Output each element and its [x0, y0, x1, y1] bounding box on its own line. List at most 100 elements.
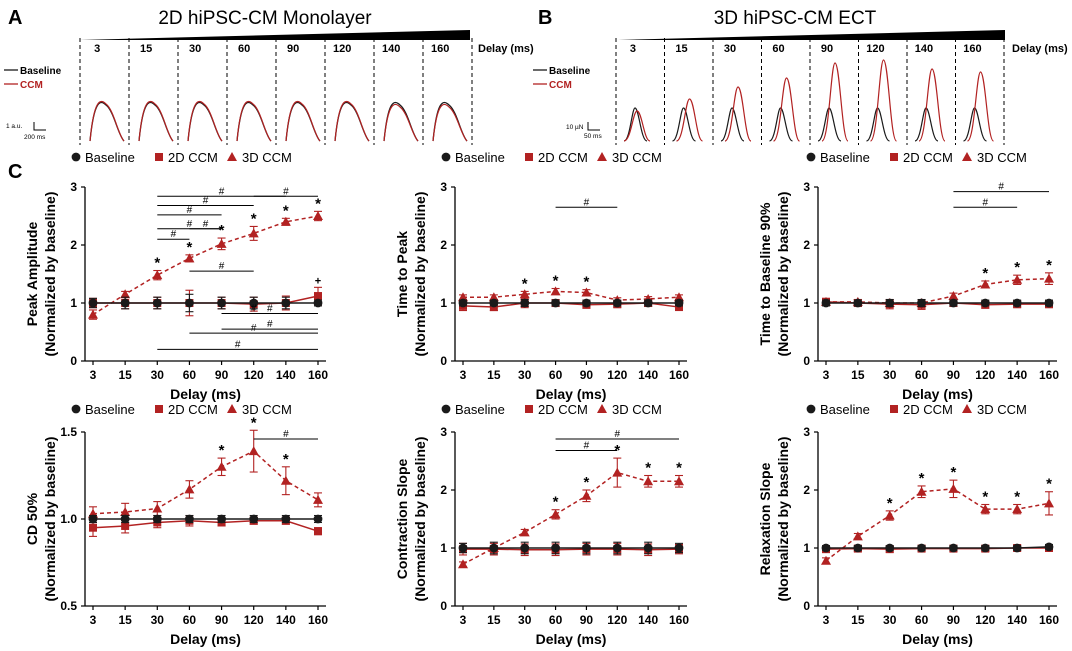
data-point	[643, 476, 654, 486]
legend-baseline-label: Baseline	[20, 66, 62, 77]
significance-star: *	[219, 222, 225, 239]
baseline-trace	[334, 101, 370, 142]
bracket-label: #	[251, 323, 257, 334]
x-tick-label: 60	[915, 613, 929, 627]
ccm-trace	[187, 100, 223, 142]
panel-a-traces: 3 15 30 60 90 120 140 160	[79, 38, 473, 145]
legend-2d-ccm-marker	[890, 405, 898, 413]
x-tick-label: 3	[90, 368, 97, 382]
y-tick-label: 0.5	[60, 599, 77, 613]
legend-3d-ccm-label: 3D CCM	[612, 150, 662, 165]
panel-b-legend: Baseline CCM	[533, 66, 591, 91]
x-tick-label: 30	[883, 368, 897, 382]
y-tick-label: 1	[803, 296, 810, 310]
y-axis-label: Time to Baseline 90% (Normalized by basel…	[757, 192, 791, 357]
significance-star: *	[315, 195, 321, 212]
significance-star: *	[522, 275, 528, 292]
chart-legend: Baseline 2D CCM 3D CCM	[71, 150, 292, 165]
data-point	[458, 292, 468, 302]
bracket-label: #	[998, 182, 1004, 193]
data-point	[217, 298, 226, 308]
legend-baseline-marker	[441, 404, 451, 414]
ccm-trace	[724, 86, 752, 142]
data-point	[852, 531, 863, 541]
x-tick-label: 60	[549, 368, 563, 382]
legend-baseline-marker	[71, 152, 81, 162]
data-point	[280, 475, 291, 485]
legend-2d-ccm-label: 2D CCM	[168, 150, 218, 165]
x-tick-label: 140	[1007, 368, 1027, 382]
x-tick-label: 140	[638, 368, 658, 382]
y-axis-label-line2: (Normalized by baseline)	[42, 437, 58, 602]
x-tick-label: 90	[947, 368, 961, 382]
delay-label: 160	[431, 43, 449, 55]
data-point	[120, 507, 131, 517]
bracket-label: #	[584, 197, 590, 208]
data-point	[643, 543, 653, 553]
y-tick-label: 1	[440, 296, 447, 310]
x-tick-label: 15	[487, 613, 501, 627]
bracket-label: #	[203, 219, 209, 230]
panel-letter-b: B	[538, 7, 552, 29]
series-line	[462, 471, 679, 565]
significance-star: *	[187, 239, 193, 256]
y-axis-label: Time to Peak (Normalized by baseline)	[394, 192, 428, 357]
bracket-label: #	[187, 219, 193, 230]
data-point	[853, 298, 863, 308]
data-point	[88, 514, 98, 524]
legend-2d-ccm-label: 2D CCM	[903, 150, 953, 165]
data-point	[821, 298, 831, 308]
series-baseline	[821, 542, 1054, 553]
significance-star: *	[584, 274, 590, 291]
legend-baseline-label: Baseline	[85, 402, 135, 417]
significance-star: *	[1046, 257, 1052, 274]
panel-a-scale-bar: 1 a.u. 200 ms	[6, 122, 46, 141]
data-point	[520, 543, 530, 553]
x-tick-label: 15	[851, 613, 865, 627]
ccm-trace	[623, 110, 651, 142]
x-tick-label: 160	[308, 368, 328, 382]
legend-ccm-label: CCM	[549, 80, 572, 91]
panel-b-title: 3D hiPSC-CM ECT	[714, 8, 877, 29]
data-point	[120, 514, 130, 524]
legend-3d-ccm-marker	[597, 152, 607, 161]
data-point	[1044, 498, 1054, 508]
y-tick-label: 3	[803, 180, 810, 194]
bracket-label: #	[283, 429, 289, 440]
x-tick-label: 120	[244, 613, 264, 627]
panel-b-traces: 3 15 30 60 90 120 140 160	[615, 38, 1005, 145]
ccm-trace	[432, 103, 468, 142]
series-3d-ccm	[88, 210, 323, 320]
series-line	[463, 290, 680, 301]
y-tick-label: 0	[440, 599, 447, 613]
y-axis-label: Peak Amplitude (Normalized by baseline)	[24, 192, 58, 357]
x-tick-label: 90	[580, 368, 594, 382]
legend-2d-ccm-label: 2D CCM	[538, 402, 588, 417]
data-point	[184, 484, 195, 494]
x-tick-label: 90	[215, 613, 229, 627]
y-axis-label-line2: (Normalized by baseline)	[775, 192, 791, 357]
data-point	[949, 298, 958, 308]
data-point	[488, 292, 499, 302]
baseline-trace	[720, 107, 745, 142]
y-axis-label: Contraction Slope (Normalized by baseline…	[394, 437, 428, 602]
legend-baseline-marker	[441, 152, 451, 162]
series-baseline	[458, 298, 684, 308]
x-tick-label: 30	[518, 613, 532, 627]
series-line	[825, 488, 1050, 562]
ccm-trace	[383, 103, 419, 142]
baseline-trace	[285, 101, 321, 142]
delay-label: 140	[382, 43, 400, 55]
x-tick-label: 3	[460, 368, 467, 382]
delay-label: 60	[238, 43, 250, 55]
data-point	[281, 298, 291, 308]
series-3d-ccm	[458, 457, 684, 569]
data-point	[948, 291, 959, 301]
x-tick-label: 120	[244, 368, 264, 382]
data-point	[314, 292, 322, 301]
data-point	[249, 514, 259, 524]
bracket-label: #	[267, 319, 273, 330]
x-axis-label: Delay (ms)	[536, 631, 607, 647]
legend-2d-ccm-marker	[890, 153, 898, 161]
significance-star: *	[283, 451, 289, 468]
